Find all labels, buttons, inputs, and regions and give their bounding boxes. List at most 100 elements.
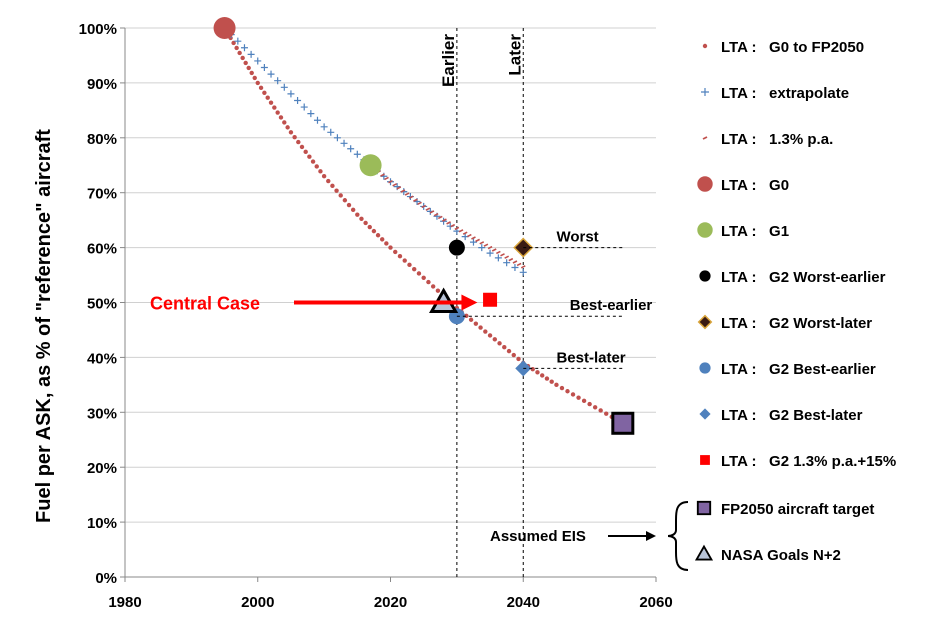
legend-label: LTA : G2 Best-earlier	[721, 361, 876, 378]
curve-point-extrapolate	[519, 268, 527, 276]
x-tick-label: 2020	[374, 594, 407, 611]
legend-swatch	[701, 88, 709, 96]
curve-point-g0-fp2050	[559, 385, 565, 391]
curve-point-g0-fp2050	[371, 228, 377, 234]
curve-point-extrapolate	[347, 145, 355, 153]
curve-point-extrapolate	[287, 90, 295, 98]
curve-point-g0-fp2050	[330, 183, 335, 189]
legend-swatch	[699, 270, 711, 282]
legend-label: LTA : G1	[721, 223, 789, 240]
curve-point-g0-fp2050	[604, 411, 609, 416]
curve-point-extrapolate	[260, 64, 268, 72]
annotations: Worst Best-earlier Best-later Central Case A…	[150, 229, 689, 571]
curve-point-extrapolate	[247, 50, 255, 58]
curve-point-extrapolate	[340, 139, 348, 147]
legend-swatch	[697, 176, 713, 192]
curve-point-rate13	[471, 236, 476, 240]
vertical-lines: Earlier Later	[439, 28, 524, 577]
curve-point-g0-fp2050	[288, 130, 294, 135]
curve-point-extrapolate	[503, 259, 511, 267]
vertical-line-label: Later	[505, 34, 524, 76]
curve-point-g0-fp2050	[393, 249, 398, 255]
curve-point-extrapolate	[494, 254, 502, 262]
curve-point-g0-fp2050	[249, 70, 254, 76]
curve-point-g0-fp2050	[255, 80, 260, 86]
legend-label: FP2050 aircraft target	[721, 501, 874, 518]
legend-label: LTA : 1.3% p.a.	[721, 131, 833, 148]
curve-point-rate13	[425, 207, 431, 211]
curve-point-g0-fp2050	[416, 271, 422, 276]
curve-point-g0-fp2050	[587, 401, 592, 407]
curve-point-g0-fp2050	[375, 233, 381, 238]
curve-point-rate13	[462, 231, 468, 235]
curve-point-g0-fp2050	[275, 110, 280, 115]
series	[213, 17, 635, 435]
curve-point-g0-fp2050	[252, 75, 257, 81]
curve-point-extrapolate	[300, 103, 308, 111]
curve-point-g0-fp2050	[549, 379, 554, 384]
marker-worst	[448, 239, 465, 256]
legend-swatch	[697, 222, 713, 238]
y-tick-label: 80%	[87, 131, 117, 148]
curve-point-rate13	[483, 243, 489, 247]
legend-swatch	[696, 500, 712, 516]
x-tick-label: 2040	[507, 594, 540, 611]
marker-square-outlined	[611, 411, 635, 435]
curve-point-rate13	[500, 253, 505, 257]
curve-point-g0-fp2050	[464, 313, 469, 319]
curve-point-g0-fp2050	[342, 198, 348, 203]
legend-label: LTA : extrapolate	[721, 85, 849, 102]
curve-point-g0-fp2050	[483, 329, 488, 334]
curve-point-rate13	[458, 229, 464, 233]
curve-point-g0-fp2050	[258, 85, 264, 91]
curve-point-rate13	[475, 238, 480, 243]
legend-label: LTA : G0 to FP2050	[721, 39, 864, 56]
y-tick-label: 70%	[87, 186, 117, 203]
y-tick-label: 20%	[87, 460, 117, 477]
curve-point-g0-fp2050	[426, 279, 431, 285]
curve-point-g0-fp2050	[506, 348, 512, 354]
curve-point-g0-fp2050	[326, 178, 331, 184]
curve-point-rate13	[433, 212, 439, 217]
curve-point-rate13	[450, 223, 456, 228]
curve-point-g0-fp2050	[598, 408, 603, 413]
curve-point-rate13	[487, 245, 493, 250]
curve-point-rate13	[400, 189, 406, 193]
curve-point-g0-fp2050	[262, 90, 267, 95]
curve-point-g0-fp2050	[435, 288, 441, 293]
curve-point-g0-fp2050	[581, 398, 587, 404]
curve-point-g0-fp2050	[516, 356, 521, 362]
curve-point-g0-fp2050	[334, 188, 339, 193]
curve-point-rate13	[388, 180, 393, 184]
curve-point-g0-fp2050	[292, 134, 297, 140]
legend-swatch	[699, 362, 711, 374]
x-tick-labels: 1980 2000 2020 2040 2060	[108, 594, 672, 611]
curve-point-g0-fp2050	[243, 60, 248, 66]
curve-point-rate13	[520, 265, 526, 269]
curve-point-extrapolate	[511, 264, 519, 272]
curve-point-rate13	[479, 241, 485, 245]
curve-point-extrapolate	[478, 244, 486, 252]
curve-point-g0-fp2050	[272, 105, 277, 110]
curve-point-g0-fp2050	[234, 45, 239, 51]
curve-point-rate13	[512, 260, 518, 264]
curve-point-extrapolate	[333, 134, 341, 142]
curve-point-g0-fp2050	[487, 333, 493, 338]
marker-g0	[213, 17, 236, 39]
y-tick-label: 10%	[87, 515, 117, 532]
curve-point-extrapolate	[327, 128, 335, 136]
curve-point-g0-fp2050	[492, 337, 498, 342]
curve-point-g0-fp2050	[544, 376, 550, 381]
curve-point-g0-fp2050	[468, 317, 474, 322]
legend-label: LTA : G2 Worst-later	[721, 315, 872, 332]
central-case-label: Central Case	[150, 294, 260, 314]
curve-point-rate13	[496, 250, 501, 255]
curve-point-g0-fp2050	[412, 266, 417, 272]
legend-swatch	[702, 43, 708, 49]
curve-point-g0-fp2050	[278, 115, 284, 120]
curve-point-g0-fp2050	[511, 352, 516, 358]
curve-point-g0-fp2050	[565, 389, 570, 394]
curve-point-rate13	[504, 255, 510, 259]
curve-point-g0-fp2050	[296, 139, 301, 145]
